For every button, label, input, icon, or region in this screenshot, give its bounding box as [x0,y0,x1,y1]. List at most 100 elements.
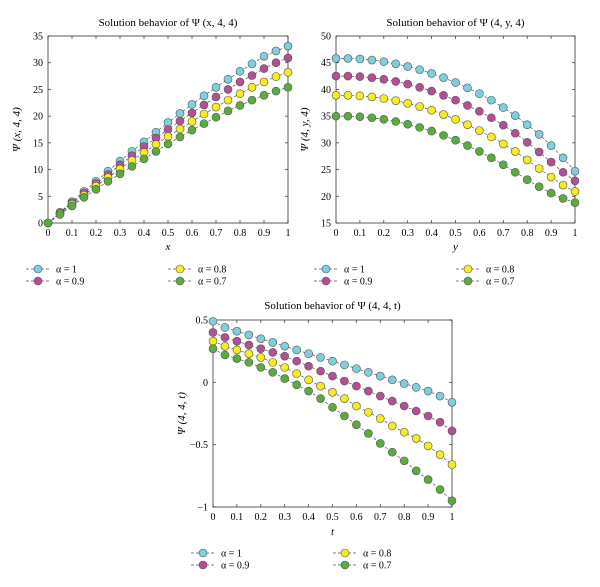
data-point [280,363,290,372]
data-point [364,407,373,417]
y-tick-label: 35 [321,112,331,123]
legend-marker [33,276,43,286]
data-point [411,406,421,416]
data-point [435,485,445,494]
data-point [522,175,532,185]
x-tick-label: 0 [334,228,339,239]
data-point [534,147,544,157]
data-point [558,180,568,190]
data-point [415,123,424,132]
x-tick-label: 0.1 [66,228,79,239]
data-point [352,364,361,373]
data-point [403,99,413,108]
data-point [411,383,421,392]
legend-label: α = 0.8 [363,549,391,560]
data-point [475,107,484,116]
data-point [435,417,445,427]
data-point [546,188,556,198]
data-point [223,85,233,94]
y-axis-label: Ψ (4, y, 4) [299,107,311,151]
data-point [115,169,125,179]
legend-marker [321,264,331,274]
legend-label: α = 1 [56,265,77,276]
data-point [399,456,409,466]
data-point [292,356,301,366]
data-point [510,128,520,138]
x-tick-label: 0.5 [449,228,462,239]
data-point [268,338,278,347]
data-point [139,154,149,164]
x-tick-label: 0.7 [374,512,387,523]
data-point [379,57,389,66]
data-point [283,41,293,51]
data-point [343,111,353,121]
data-point [463,83,472,93]
x-tick-label: 0.9 [422,512,435,523]
data-point [364,368,373,377]
data-point [232,336,242,346]
data-point [283,53,293,63]
data-point [355,54,365,64]
data-point [235,66,245,76]
data-point [256,363,266,372]
data-point [331,71,341,81]
legend-label: α = 0.9 [221,561,249,572]
x-tick-label: 0.7 [210,228,223,239]
data-point [375,439,385,448]
y-tick-label: 20 [33,112,43,123]
data-point [244,358,254,367]
data-point [447,496,457,506]
data-point [391,96,401,105]
x-tick-label: 0.4 [302,512,315,523]
data-point [451,78,460,87]
x-tick-label: 0.3 [401,228,414,239]
data-point [292,345,301,355]
data-point [447,397,457,407]
data-point [387,447,397,457]
legend-marker [321,276,331,286]
data-point [451,115,460,124]
data-point [522,138,532,147]
chart-title: Solution behavior of Ψ (4, y, 4) [386,17,524,29]
legend-marker [463,276,473,286]
data-point [199,100,209,110]
data-point [43,218,53,228]
data-point [387,421,397,431]
data-point [340,376,349,386]
data-point [475,89,484,99]
data-point [391,117,401,126]
data-point [570,166,580,176]
data-point [427,86,436,96]
y-tick-label: 20 [321,192,331,203]
y-tick-label: 30 [33,58,43,69]
y-tick-label: 0.5 [196,316,209,327]
data-point [328,388,337,397]
y-tick-label: 25 [33,85,43,96]
data-point [522,120,532,129]
data-point [235,89,245,99]
data-point [391,77,401,86]
data-point [103,177,113,186]
x-tick-label: 0.8 [234,228,247,239]
data-point [259,77,269,87]
data-point [411,434,421,443]
y-tick-label: 50 [321,32,331,43]
legend-label: α = 0.9 [56,277,84,288]
data-point [352,381,361,391]
data-point [387,396,397,406]
y-tick-label: 0 [203,378,208,389]
x-tick-label: 0.7 [497,228,510,239]
data-point [127,162,137,171]
data-point [151,147,161,156]
data-point [423,441,433,451]
data-point [211,92,221,102]
data-point [558,167,568,177]
legend-label: α = 0.9 [344,277,372,288]
data-point [211,102,221,112]
data-point [328,371,337,381]
data-point [355,91,365,101]
data-point [411,466,421,476]
data-point [256,353,266,362]
data-point [498,103,508,112]
data-point [175,116,185,126]
